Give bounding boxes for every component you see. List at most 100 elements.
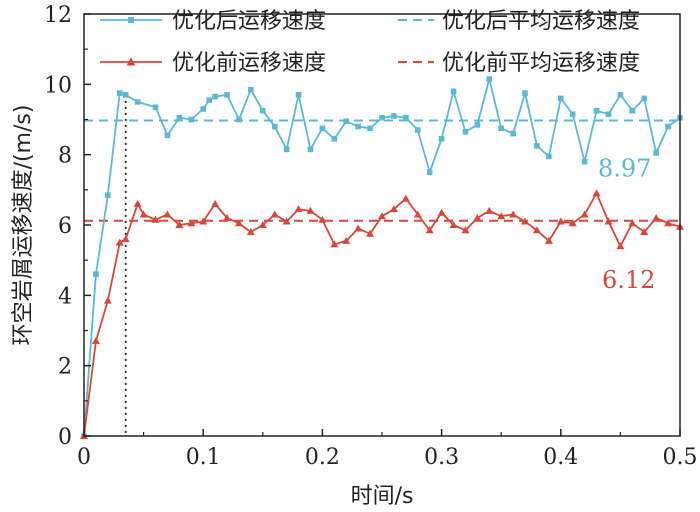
point-after: [355, 123, 361, 130]
point-before: [318, 215, 327, 223]
point-after: [474, 121, 481, 128]
y-tick-label: 0: [58, 425, 72, 450]
average-lines: [84, 119, 680, 222]
point-after: [391, 113, 397, 119]
point-before: [461, 226, 470, 234]
point-after: [212, 93, 218, 100]
point-before: [121, 235, 130, 243]
y-tick-label: 6: [58, 214, 72, 239]
point-before: [604, 217, 613, 225]
series-before-line: [83, 191, 681, 437]
point-after: [93, 271, 99, 278]
point-before: [306, 206, 315, 214]
point-before: [425, 226, 434, 234]
point-before: [568, 219, 577, 227]
point-after: [248, 86, 254, 93]
legend-item: 优化前平均运移速度: [398, 51, 640, 76]
point-before: [282, 217, 291, 225]
point-after: [403, 114, 409, 121]
x-tick-label: 0.3: [424, 445, 459, 470]
legend-label: 优化前运移速度: [172, 51, 326, 76]
point-after: [486, 76, 493, 82]
point-after: [176, 114, 183, 121]
point-after: [617, 92, 624, 98]
plot-frame: [83, 13, 681, 437]
point-before: [532, 226, 541, 234]
point-before: [199, 217, 208, 225]
point-before: [509, 210, 518, 218]
point-after: [605, 111, 612, 118]
x-tick-label: 0: [77, 445, 91, 470]
point-after: [426, 169, 433, 176]
point-before: [401, 194, 410, 202]
point-after: [122, 92, 129, 98]
point-after: [367, 125, 373, 132]
legend-swatch-marker: [126, 57, 136, 66]
y-tick-label: 10: [44, 73, 72, 98]
point-before: [616, 242, 625, 250]
point-after: [319, 125, 326, 132]
point-before: [234, 219, 243, 227]
point-after: [260, 107, 266, 114]
point-before: [163, 210, 172, 218]
axes: [83, 13, 681, 437]
point-after: [546, 153, 552, 160]
point-before: [556, 217, 565, 225]
point-after: [414, 127, 421, 133]
point-before: [103, 296, 112, 304]
point-after: [498, 125, 504, 132]
avg-label-before: 6.12: [602, 266, 655, 294]
point-before: [652, 213, 661, 221]
x-tick-label: 0.5: [663, 445, 698, 470]
point-before: [330, 240, 339, 248]
point-before: [294, 205, 303, 213]
point-before: [413, 210, 422, 218]
point-before: [521, 217, 530, 225]
point-after: [450, 88, 457, 95]
point-before: [366, 229, 375, 237]
point-before: [270, 210, 279, 218]
point-after: [331, 136, 338, 142]
ticks: 0 0.1 0.2 0.3 0.4 0.5 0 2 4 6 8 10 12: [44, 3, 698, 470]
point-before: [378, 212, 386, 220]
series-after-line: [83, 78, 681, 437]
avg-label-after: 8.97: [598, 155, 651, 183]
y-axis-title: 环空岩屑运移速度/(m/s): [11, 105, 36, 346]
y-tick-label: 2: [58, 355, 72, 380]
point-before: [664, 219, 673, 227]
series-group: [80, 76, 684, 439]
point-after: [307, 146, 314, 153]
point-before: [211, 199, 220, 207]
point-before: [640, 228, 649, 236]
legend-item: 优化后平均运移速度: [398, 9, 640, 34]
y-tick-label: 4: [58, 284, 72, 309]
x-tick-label: 0.1: [186, 445, 221, 470]
point-after: [343, 118, 350, 125]
point-before: [473, 213, 482, 221]
point-after: [641, 95, 648, 102]
point-before: [175, 221, 184, 228]
y-tick-label: 8: [58, 144, 72, 169]
point-before: [628, 219, 637, 227]
point-before: [497, 212, 506, 220]
point-before: [187, 219, 196, 227]
point-after: [105, 192, 111, 198]
point-before: [449, 221, 458, 228]
point-after: [206, 97, 212, 103]
point-before: [580, 210, 589, 218]
y-tick-label: 12: [44, 3, 72, 28]
point-before: [258, 221, 267, 228]
point-before: [544, 236, 553, 244]
point-after: [462, 129, 469, 135]
point-after: [295, 92, 302, 98]
point-before: [389, 205, 398, 213]
legend-item: 优化前运移速度: [100, 51, 326, 76]
x-tick-label: 0.4: [543, 445, 578, 470]
point-after: [569, 111, 576, 118]
x-axis-title: 时间/s: [351, 484, 414, 509]
legend-label: 优化后平均运移速度: [442, 9, 640, 34]
point-before: [133, 199, 142, 207]
x-tick-label: 0.2: [305, 445, 340, 470]
